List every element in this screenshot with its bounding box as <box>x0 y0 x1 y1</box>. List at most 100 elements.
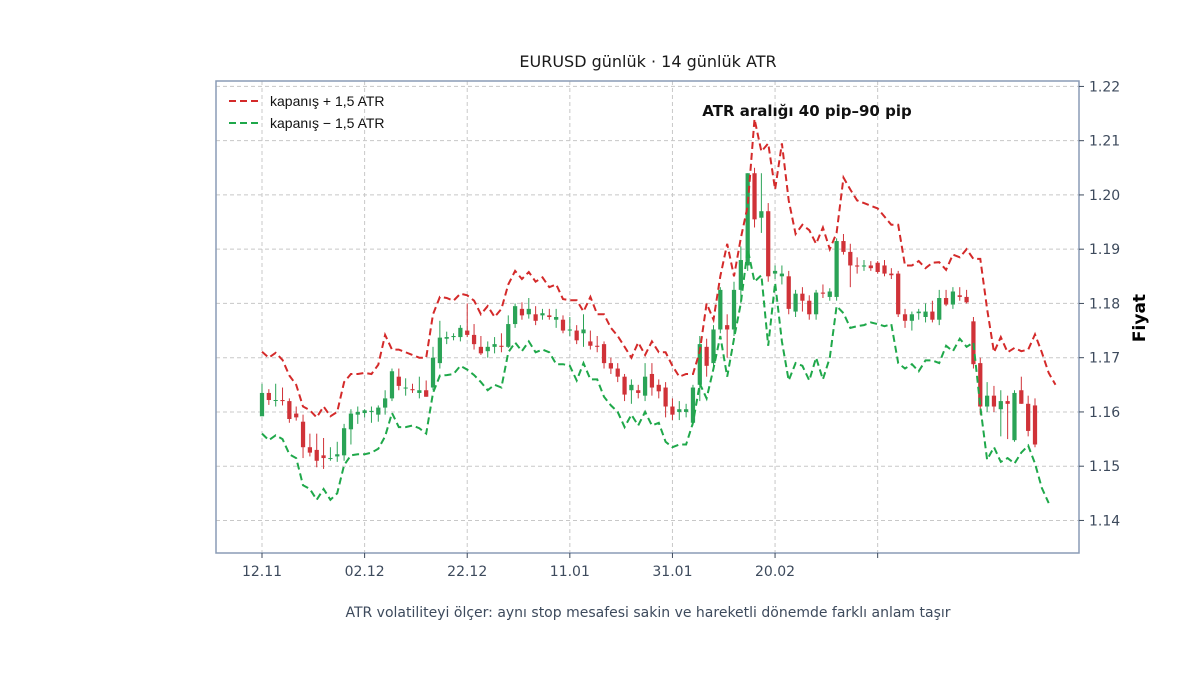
candle-body <box>471 334 477 345</box>
candle <box>636 384 641 399</box>
candle <box>902 308 908 328</box>
candle-body <box>280 400 285 402</box>
y-tick-label: 1.18 <box>1089 296 1120 312</box>
candle-body <box>800 293 805 301</box>
candle <box>834 238 839 301</box>
y-tick-label: 1.16 <box>1089 405 1120 421</box>
candle <box>649 363 655 396</box>
candle-body <box>642 376 648 396</box>
candle-body <box>793 293 798 312</box>
candle <box>595 335 600 353</box>
candle <box>1032 398 1038 448</box>
candle-body <box>759 211 764 218</box>
candle-body <box>574 330 579 341</box>
candle <box>533 306 538 326</box>
candle <box>547 308 552 320</box>
candle <box>355 406 360 424</box>
candle <box>800 287 805 312</box>
candle-body <box>677 409 682 412</box>
candle-body <box>512 306 518 325</box>
candle <box>478 335 484 355</box>
candle-body <box>752 173 757 220</box>
candle <box>882 260 887 277</box>
upper-atr-band-line <box>261 118 1057 420</box>
candle <box>396 368 401 391</box>
candle <box>294 406 299 421</box>
y-tick-label: 1.20 <box>1089 188 1120 204</box>
candle <box>485 341 490 358</box>
candle-body <box>950 291 956 305</box>
candle-body <box>458 327 463 338</box>
x-axis: 12.11 02.12 22.12 11.01 31.01 20.02 <box>242 553 879 580</box>
candle <box>957 287 962 301</box>
candle-body <box>362 410 367 414</box>
candle <box>369 406 374 423</box>
candle <box>923 303 928 323</box>
candle <box>813 289 819 320</box>
candle-body <box>998 401 1003 410</box>
candle <box>943 289 949 307</box>
candle-body <box>567 329 572 331</box>
candle <box>615 363 620 383</box>
candle <box>362 409 367 418</box>
candle <box>786 270 791 315</box>
candle <box>868 261 873 271</box>
candle <box>855 257 860 274</box>
candle <box>492 337 497 354</box>
candle-body <box>663 387 668 407</box>
candle-body <box>451 335 456 338</box>
candle-body <box>492 344 497 347</box>
candle <box>704 338 709 377</box>
grid <box>216 81 1079 553</box>
candle <box>861 260 867 271</box>
candle-body <box>595 345 600 347</box>
candle-body <box>930 311 935 320</box>
candle <box>280 387 285 406</box>
candle <box>677 401 682 421</box>
candle-body <box>581 329 586 334</box>
candle-body <box>383 398 388 408</box>
candle <box>731 281 737 336</box>
candle <box>608 357 613 374</box>
candle-body <box>615 368 620 377</box>
candle <box>738 246 743 304</box>
candle <box>417 376 422 399</box>
legend: kapanış + 1,5 ATR kapanış − 1,5 ATR <box>229 93 385 131</box>
candle-body <box>437 337 442 364</box>
candle <box>998 390 1003 437</box>
candle <box>889 268 894 280</box>
candle <box>930 300 935 323</box>
candle <box>458 325 463 342</box>
candle <box>670 398 675 421</box>
candle <box>581 314 586 347</box>
candle-body <box>1012 392 1017 441</box>
candle-body <box>444 337 449 339</box>
candle-body <box>533 314 538 321</box>
candle <box>560 315 566 334</box>
candle-body <box>369 410 374 412</box>
y-tick-label: 1.19 <box>1089 242 1120 258</box>
candle <box>266 389 271 405</box>
candle-body <box>937 298 942 320</box>
candle-body <box>848 251 853 266</box>
candle <box>506 315 511 348</box>
candle-body <box>827 291 832 297</box>
atr-range-annotation: ATR aralığı 40 pip–90 pip <box>702 102 912 120</box>
x-tick-label: 20.02 <box>755 564 795 580</box>
candle <box>430 346 436 391</box>
candle <box>499 333 504 353</box>
candle-body <box>978 363 983 407</box>
candle-body <box>738 260 743 290</box>
candle <box>287 398 292 423</box>
candle-body <box>943 298 949 305</box>
candle <box>567 317 572 336</box>
candle-body <box>697 344 702 385</box>
candle <box>663 382 668 418</box>
candle <box>950 287 956 309</box>
candle <box>554 308 559 328</box>
candle-body <box>403 387 408 389</box>
candle <box>1019 376 1024 404</box>
candle-body <box>690 387 696 423</box>
candle-body <box>608 363 613 369</box>
candle-body <box>923 311 928 317</box>
